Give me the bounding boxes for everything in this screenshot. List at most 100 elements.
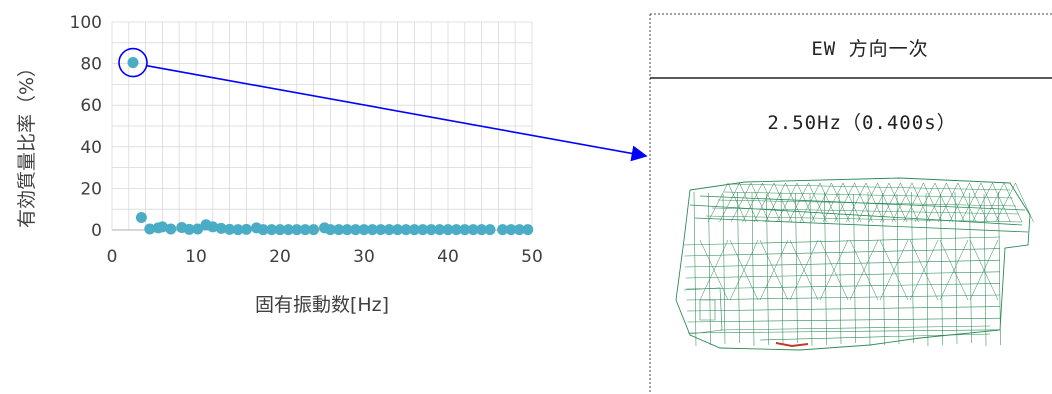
mesh-line <box>972 182 993 223</box>
mesh-line <box>939 239 969 301</box>
mesh-line <box>957 182 977 223</box>
mesh-line <box>717 199 1017 207</box>
y-tick-labels: 0 20 40 60 80 100 <box>70 13 102 241</box>
mesh-line <box>773 182 793 223</box>
mesh-line <box>896 193 900 345</box>
mesh-line <box>788 182 809 223</box>
data-point <box>240 223 252 235</box>
mesh-line <box>727 182 747 223</box>
mesh-line <box>867 191 871 347</box>
data-point <box>408 224 420 236</box>
callout-arrow <box>145 64 648 162</box>
data-point <box>207 221 219 233</box>
data-point <box>224 223 236 235</box>
data-point <box>341 224 353 236</box>
x-tick-labels: 0 10 20 30 40 50 <box>107 247 543 267</box>
mesh-line <box>799 182 821 223</box>
mesh-line <box>903 182 924 223</box>
data-point <box>513 224 525 236</box>
annotation <box>118 47 648 162</box>
data-point <box>257 224 269 236</box>
mesh-line <box>909 239 939 301</box>
x-tick-label: 30 <box>353 247 375 267</box>
mesh-line <box>969 192 972 344</box>
mesh-line <box>1015 182 1034 223</box>
mode-direction-label: EW 方向一次 <box>811 38 928 60</box>
mesh-line <box>705 215 1023 223</box>
data-point <box>434 224 446 236</box>
mesh-line <box>925 192 929 347</box>
mesh-line <box>753 182 775 223</box>
y-tick-label: 20 <box>80 179 102 199</box>
data-point <box>442 224 454 236</box>
mesh-line <box>808 182 827 223</box>
data-point <box>324 224 336 236</box>
mesh-line <box>969 239 999 301</box>
x-tick-label: 50 <box>521 247 543 267</box>
mesh-line <box>880 182 901 223</box>
mesh-line <box>954 191 958 345</box>
data-point <box>375 224 387 236</box>
mesh-line <box>857 182 878 223</box>
mesh-line <box>849 239 879 301</box>
mesh-line <box>795 192 798 344</box>
data-point <box>459 224 471 236</box>
mode-shape-panel: EW 方向一次 2.50Hz（0.400s） <box>649 13 1052 394</box>
data-point <box>400 224 412 236</box>
mesh-line <box>796 182 816 223</box>
data-point <box>232 224 244 236</box>
y-tick-label: 40 <box>80 138 102 158</box>
mesh-line <box>911 182 931 223</box>
data-point <box>282 224 294 236</box>
mesh-line <box>877 182 896 223</box>
mesh-line <box>708 192 711 346</box>
mesh-line <box>719 182 740 223</box>
mesh-line <box>686 294 1001 301</box>
mesh-line <box>934 182 954 223</box>
mesh-line <box>780 191 784 345</box>
mesh-line <box>949 182 970 223</box>
mesh-line <box>765 182 786 223</box>
data-point <box>308 224 320 236</box>
mesh-line <box>891 182 913 223</box>
data-point <box>156 221 168 233</box>
data-point <box>266 224 278 236</box>
mesh-line <box>983 193 987 347</box>
data-point <box>127 57 139 69</box>
x-axis-title: 固有振動数[Hz] <box>255 294 389 316</box>
mesh-line <box>776 182 798 223</box>
x-tick-label: 0 <box>107 247 118 267</box>
mesh-line <box>854 182 873 223</box>
mesh-line <box>699 239 729 301</box>
mesh-line <box>723 191 1014 199</box>
mesh-line <box>1003 182 1023 223</box>
mesh-line <box>995 182 1016 223</box>
highlight-circle <box>118 47 148 78</box>
mode-frequency-label: 2.50Hz（0.400s） <box>767 112 956 134</box>
data-point <box>291 224 303 236</box>
mesh-line <box>684 259 1001 268</box>
data-point <box>425 224 437 236</box>
data-point <box>358 224 370 236</box>
data-point <box>192 223 204 235</box>
data-point <box>135 212 147 224</box>
mesh-line <box>900 182 919 223</box>
mesh-line <box>694 217 1029 233</box>
mesh-line <box>693 191 697 347</box>
mesh-line <box>699 299 716 321</box>
y-tick-label: 100 <box>70 13 102 33</box>
data-point <box>522 224 534 236</box>
mesh-line <box>759 333 991 341</box>
mesh-line <box>759 239 789 301</box>
highlighted-member <box>775 342 809 348</box>
data-point <box>366 224 378 236</box>
mesh-line <box>980 182 1000 223</box>
data-point <box>497 224 509 236</box>
mesh-line <box>729 239 759 301</box>
mesh-line <box>687 329 1001 334</box>
mesh-line <box>687 317 1001 323</box>
mesh-line <box>762 182 781 223</box>
mesh-line <box>789 239 819 301</box>
mesh-line <box>730 182 752 223</box>
